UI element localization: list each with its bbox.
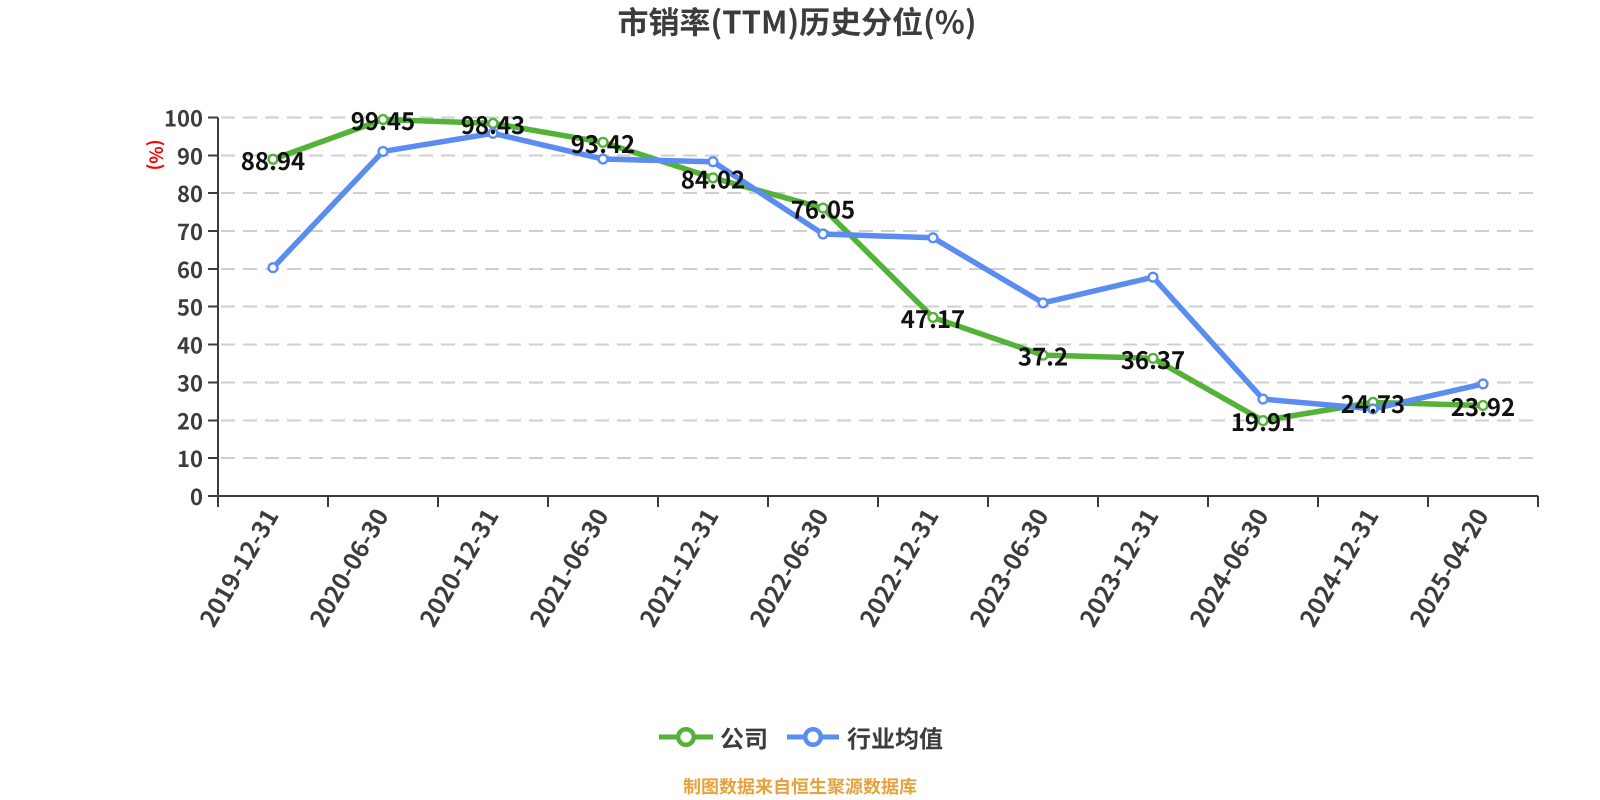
series-公司[interactable] xyxy=(267,113,1489,427)
series-行业均值[interactable] xyxy=(267,127,1489,415)
legend-item-company[interactable]: 公司 xyxy=(659,720,768,755)
series-line-公司[interactable] xyxy=(270,116,1486,424)
x-tick-label-2022-06-30: 2022-06-30 xyxy=(740,501,836,632)
marker-公司-2020-06-30[interactable] xyxy=(377,113,389,126)
series-line-行业均值[interactable] xyxy=(270,130,1486,412)
x-tick-label-2025-04-20: 2025-04-20 xyxy=(1400,501,1496,632)
marker-公司-2022-06-30[interactable] xyxy=(817,202,829,214)
y-axis-name: (%) xyxy=(144,140,170,171)
legend-industry-label: 行业均值 xyxy=(847,720,943,755)
data-label-2019-12-31: 88.94 xyxy=(241,142,305,177)
axes xyxy=(208,116,1539,507)
marker-行业均值-2020-12-31[interactable] xyxy=(487,127,499,139)
y-tick-label-40: 40 xyxy=(177,329,203,361)
y-tick-label-50: 50 xyxy=(177,291,203,323)
marker-公司-2023-12-31[interactable] xyxy=(1147,352,1159,364)
marker-公司-2025-04-20[interactable] xyxy=(1477,399,1489,412)
marker-行业均值-2022-12-31[interactable] xyxy=(927,232,939,244)
x-tick-label-2021-06-30: 2021-06-30 xyxy=(520,501,616,632)
marker-公司-2022-12-31[interactable] xyxy=(927,311,939,324)
data-label-2023-06-30: 37.2 xyxy=(1018,338,1068,373)
legend-industry-marker-icon xyxy=(803,727,823,747)
legend-item-industry[interactable]: 行业均值 xyxy=(787,720,943,755)
data-label-2022-12-31: 47.17 xyxy=(901,300,965,335)
y-tick-label-20: 20 xyxy=(177,404,203,436)
data-label-2024-06-30: 19.91 xyxy=(1231,403,1295,438)
marker-行业均值-2020-06-30[interactable] xyxy=(377,145,389,158)
x-tick-label-2021-12-31: 2021-12-31 xyxy=(630,501,726,632)
data-label-2021-06-30: 93.42 xyxy=(571,125,635,160)
y-tick-label-90: 90 xyxy=(177,139,203,171)
data-label-2022-06-30: 76.05 xyxy=(791,191,855,226)
x-tick-label-2023-12-31: 2023-12-31 xyxy=(1070,501,1166,632)
data-label-2020-06-30: 99.45 xyxy=(351,102,415,137)
y-tick-label-70: 70 xyxy=(177,215,203,247)
marker-公司-2023-06-30[interactable] xyxy=(1037,349,1049,361)
x-axis-tick-labels: 2019-12-31 2020-06-30 2020-12-31 2021-06-30… xyxy=(190,501,1496,632)
x-tick-label-2024-12-31: 2024-12-31 xyxy=(1290,501,1386,632)
marker-公司-2019-12-31[interactable] xyxy=(267,153,279,165)
marker-行业均值-2021-12-31[interactable] xyxy=(707,156,719,168)
x-tick-label-2024-06-30: 2024-06-30 xyxy=(1180,501,1276,632)
chart-title: 市销率(TTM)历史分位(%) xyxy=(618,0,977,43)
marker-公司-2021-06-30[interactable] xyxy=(597,136,609,148)
x-tick-label-2020-06-30: 2020-06-30 xyxy=(300,501,396,632)
y-tick-label-30: 30 xyxy=(177,366,203,398)
marker-行业均值-2024-06-30[interactable] xyxy=(1257,393,1269,405)
x-tick-label-2023-06-30: 2023-06-30 xyxy=(960,501,1056,632)
marker-行业均值-2023-12-31[interactable] xyxy=(1147,271,1159,283)
y-tick-label-0: 0 xyxy=(190,480,203,512)
marker-行业均值-2024-12-31[interactable] xyxy=(1367,403,1379,415)
x-tick-label-2019-12-31: 2019-12-31 xyxy=(190,501,286,632)
marker-行业均值-2025-04-20[interactable] xyxy=(1477,378,1489,390)
y-axis-tick-labels: 0 10 20 30 40 50 60 70 80 90 100 xyxy=(164,101,203,512)
x-tick-label-2022-12-31: 2022-12-31 xyxy=(850,501,946,632)
legend-company-label: 公司 xyxy=(720,720,768,755)
y-tick-label-100: 100 xyxy=(164,101,203,133)
series-lines[interactable] xyxy=(267,113,1489,427)
x-tick-label-2020-12-31: 2020-12-31 xyxy=(410,501,506,632)
data-label-2023-12-31: 36.37 xyxy=(1121,341,1185,376)
marker-公司-2021-12-31[interactable] xyxy=(707,172,719,184)
marker-行业均值-2022-06-30[interactable] xyxy=(817,228,829,240)
marker-公司-2024-06-30[interactable] xyxy=(1257,415,1269,427)
marker-行业均值-2021-06-30[interactable] xyxy=(597,153,609,165)
y-tick-label-80: 80 xyxy=(177,177,203,209)
legend: 公司 行业均值 xyxy=(659,720,943,755)
y-tick-label-60: 60 xyxy=(177,253,203,285)
marker-行业均值-2023-06-30[interactable] xyxy=(1037,297,1049,309)
y-tick-label-10: 10 xyxy=(177,442,203,474)
legend-company-marker-icon xyxy=(676,727,696,747)
data-label-2020-12-31: 98.43 xyxy=(461,106,525,141)
data-label-2021-12-31: 84.02 xyxy=(681,160,745,195)
data-label-2024-12-31: 24.73 xyxy=(1341,385,1405,420)
data-source-caption: 制图数据来自恒生聚源数据库 xyxy=(683,773,917,799)
data-label-2025-04-20: 23.92 xyxy=(1451,388,1515,423)
data-labels: 88.94 99.45 98.43 93.42 84.02 76.05 47.17 37.2 3… xyxy=(241,102,1515,438)
marker-行业均值-2019-12-31[interactable] xyxy=(267,262,279,274)
